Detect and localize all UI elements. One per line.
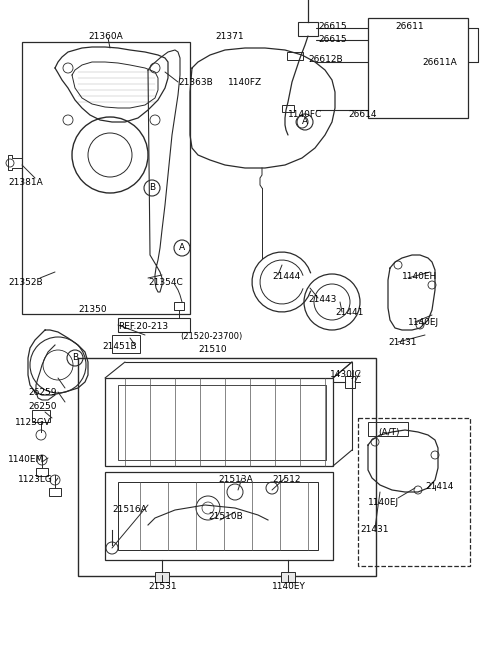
Bar: [118, 385, 326, 460]
Text: 26611: 26611: [395, 22, 424, 31]
Text: 21381A: 21381A: [8, 178, 43, 187]
Bar: [105, 472, 333, 560]
Text: 1140EY: 1140EY: [272, 582, 306, 591]
Text: 1140FZ: 1140FZ: [228, 78, 262, 87]
Text: B: B: [72, 354, 78, 362]
Bar: [78, 358, 376, 576]
Bar: [32, 410, 50, 422]
Bar: [174, 302, 184, 310]
Text: 26615: 26615: [318, 22, 347, 31]
Bar: [49, 488, 61, 496]
Text: 1123GV: 1123GV: [15, 418, 51, 427]
Text: B: B: [149, 183, 155, 193]
Bar: [112, 335, 140, 353]
Bar: [345, 376, 355, 388]
Text: 21516A: 21516A: [112, 505, 147, 514]
Text: 21414: 21414: [425, 482, 454, 491]
Text: 21512: 21512: [272, 475, 300, 484]
Text: 21371: 21371: [215, 32, 244, 41]
Text: 26615: 26615: [318, 35, 347, 44]
Text: 26612B: 26612B: [308, 55, 343, 64]
Text: 21510: 21510: [198, 345, 227, 354]
Text: 1140EJ: 1140EJ: [408, 318, 439, 327]
Text: 21513A: 21513A: [218, 475, 253, 484]
Text: 1140FC: 1140FC: [288, 110, 322, 119]
Text: 21431: 21431: [388, 338, 417, 347]
Bar: [287, 52, 303, 60]
Text: 21510B: 21510B: [208, 512, 243, 521]
Text: 21360A: 21360A: [88, 32, 123, 41]
Text: 21352B: 21352B: [8, 278, 43, 287]
Text: 21451B: 21451B: [102, 342, 137, 351]
Bar: [118, 482, 318, 550]
Bar: [281, 572, 295, 582]
Text: 21531: 21531: [148, 582, 177, 591]
Text: 1140EM: 1140EM: [8, 455, 44, 464]
Text: 1430JC: 1430JC: [330, 370, 362, 379]
Text: 21431: 21431: [360, 525, 388, 534]
Bar: [298, 22, 318, 36]
Text: 26611A: 26611A: [422, 58, 457, 67]
Text: 1123LG: 1123LG: [18, 475, 53, 484]
Text: 1140EH: 1140EH: [402, 272, 437, 281]
Bar: [22, 42, 190, 314]
Bar: [368, 18, 468, 118]
Text: 21350: 21350: [78, 305, 107, 314]
Bar: [36, 468, 48, 476]
Text: 1140EJ: 1140EJ: [368, 498, 399, 507]
Text: A: A: [179, 244, 185, 252]
Bar: [282, 105, 294, 112]
Text: 26250: 26250: [28, 402, 57, 411]
Text: (21520-23700): (21520-23700): [180, 332, 242, 341]
Bar: [105, 378, 333, 466]
Bar: [368, 422, 408, 436]
Text: 21363B: 21363B: [178, 78, 213, 87]
Bar: [118, 318, 190, 332]
Text: 21354C: 21354C: [148, 278, 183, 287]
Text: 21443: 21443: [308, 295, 336, 304]
Text: 26259: 26259: [28, 388, 57, 397]
Bar: [358, 418, 470, 566]
Text: REF.20-213: REF.20-213: [118, 322, 168, 331]
Text: 21444: 21444: [272, 272, 300, 281]
Text: (A/T): (A/T): [378, 428, 399, 437]
Text: 21441: 21441: [335, 308, 363, 317]
Text: 26614: 26614: [348, 110, 376, 119]
Bar: [155, 572, 169, 582]
Text: A: A: [302, 117, 308, 126]
